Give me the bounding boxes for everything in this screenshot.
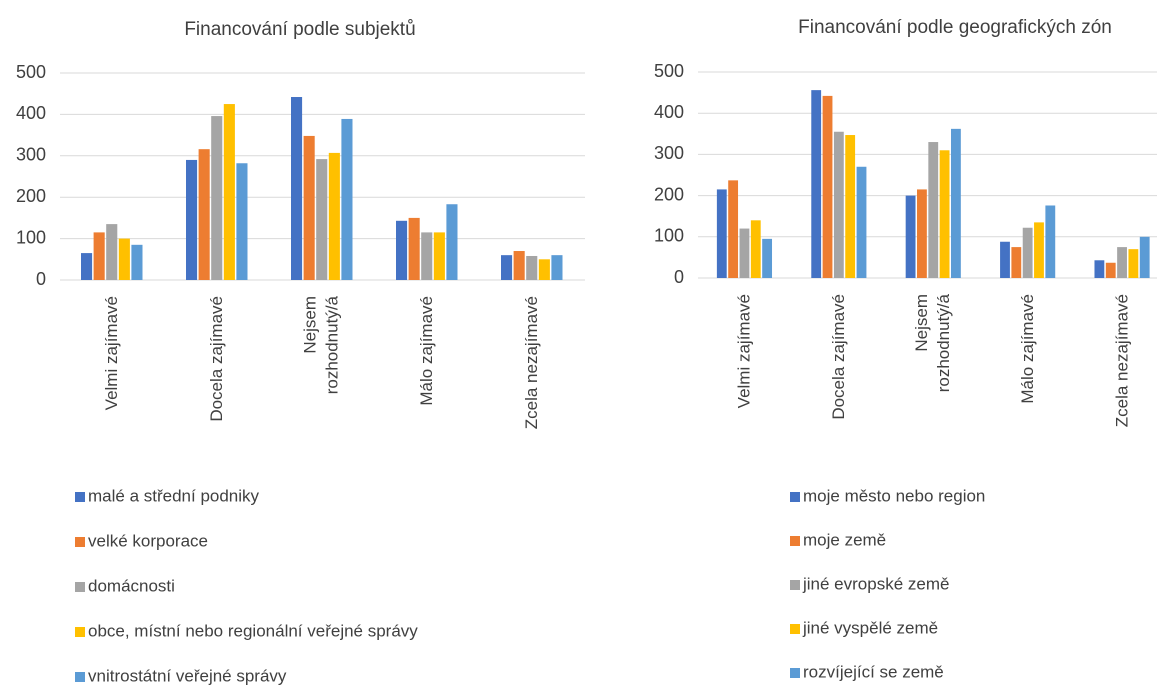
x-tick-label: Málo zajímavé <box>1018 294 1037 404</box>
legend-label: domácnosti <box>88 576 175 595</box>
chart-title: Financování podle subjektů <box>184 19 415 40</box>
legend-label: vnitrostátní veřejné správy <box>88 666 287 685</box>
bar <box>716 189 727 278</box>
bar <box>1139 236 1150 278</box>
bar <box>551 255 563 280</box>
bar <box>303 135 315 280</box>
x-tick-label: Velmi zajímavé <box>735 294 754 408</box>
bar <box>1117 247 1127 278</box>
bar <box>939 150 950 278</box>
bar <box>223 104 235 280</box>
y-tick-label: 200 <box>16 186 46 206</box>
x-tick-label: Nejsem rozhodnutý/á <box>301 295 342 394</box>
legend-label: moje země <box>803 530 886 549</box>
y-tick-label: 500 <box>654 61 684 81</box>
y-tick-label: 0 <box>36 269 46 289</box>
y-tick-label: 200 <box>654 184 684 204</box>
bar <box>1000 241 1010 278</box>
bar <box>408 217 420 280</box>
bar <box>118 238 130 280</box>
x-tick-label: Docela zajímavé <box>829 294 848 420</box>
y-tick-label: 400 <box>654 102 684 122</box>
bar <box>328 152 340 280</box>
bar <box>1022 227 1033 278</box>
x-tick-label: Nejsem rozhodnutý/á <box>912 293 953 392</box>
bar <box>433 232 445 280</box>
x-tick-label: Zcela nezajímavé <box>1112 294 1131 427</box>
bar <box>421 232 433 280</box>
x-tick-label: Velmi zajímavé <box>102 296 121 410</box>
bar <box>198 149 210 280</box>
bar <box>501 255 513 280</box>
bar <box>526 255 538 280</box>
legend-label: rozvíjející se země <box>803 662 944 681</box>
bar <box>538 259 550 280</box>
bar <box>845 135 856 278</box>
legend-swatch <box>790 536 800 546</box>
legend-swatch <box>75 537 85 547</box>
bar <box>1105 262 1116 278</box>
legend-label: jiné vyspělé země <box>802 618 938 637</box>
legend-label: obce, místní nebo regionální veřejné spr… <box>88 621 418 640</box>
bar <box>1128 249 1139 278</box>
bar <box>739 228 750 278</box>
bar <box>1094 260 1105 278</box>
legend-swatch <box>75 582 85 592</box>
legend-swatch <box>790 580 800 590</box>
bar <box>833 131 844 278</box>
y-tick-label: 400 <box>16 103 46 123</box>
bar <box>750 220 761 278</box>
bar <box>728 180 739 278</box>
y-tick-label: 300 <box>16 145 46 165</box>
legend-label: moje město nebo region <box>803 486 985 505</box>
x-tick-label: Málo zajímavé <box>417 296 436 406</box>
bar <box>81 253 93 280</box>
bar <box>811 90 822 279</box>
bar <box>291 97 303 281</box>
legend-swatch <box>75 492 85 502</box>
legend-swatch <box>790 624 800 634</box>
bar <box>905 195 916 278</box>
bar <box>446 204 458 280</box>
bar <box>106 224 118 280</box>
y-tick-label: 300 <box>654 143 684 163</box>
bar <box>1034 222 1044 278</box>
bar <box>211 116 223 280</box>
bar <box>316 159 328 280</box>
bar <box>1045 205 1056 278</box>
bar <box>762 238 773 278</box>
y-tick-label: 100 <box>654 226 684 246</box>
y-tick-label: 0 <box>674 267 684 287</box>
legend-label: malé a střední podniky <box>88 486 260 505</box>
bar <box>1011 247 1022 278</box>
bar <box>950 128 961 278</box>
legend-label: velké korporace <box>88 531 208 550</box>
bar <box>513 251 525 280</box>
x-tick-label: Zcela nezajímavé <box>522 296 541 429</box>
bar <box>396 220 408 280</box>
legend-label: jiné evropské země <box>802 574 949 593</box>
y-tick-label: 100 <box>16 227 46 247</box>
bar <box>341 118 353 280</box>
y-tick-label: 500 <box>16 62 46 82</box>
legend-swatch <box>75 672 85 682</box>
bar <box>917 189 927 278</box>
bar <box>93 232 105 280</box>
legend-swatch <box>75 627 85 637</box>
bar <box>856 166 867 278</box>
x-tick-label: Docela zajímavé <box>207 296 226 422</box>
legend-swatch <box>790 668 800 678</box>
bar <box>131 244 143 280</box>
legend-swatch <box>790 492 800 502</box>
bar <box>822 95 833 278</box>
bar <box>236 163 248 280</box>
bar <box>928 142 939 278</box>
bar <box>186 159 198 280</box>
chart-title: Financování podle geografických zón <box>798 17 1112 38</box>
